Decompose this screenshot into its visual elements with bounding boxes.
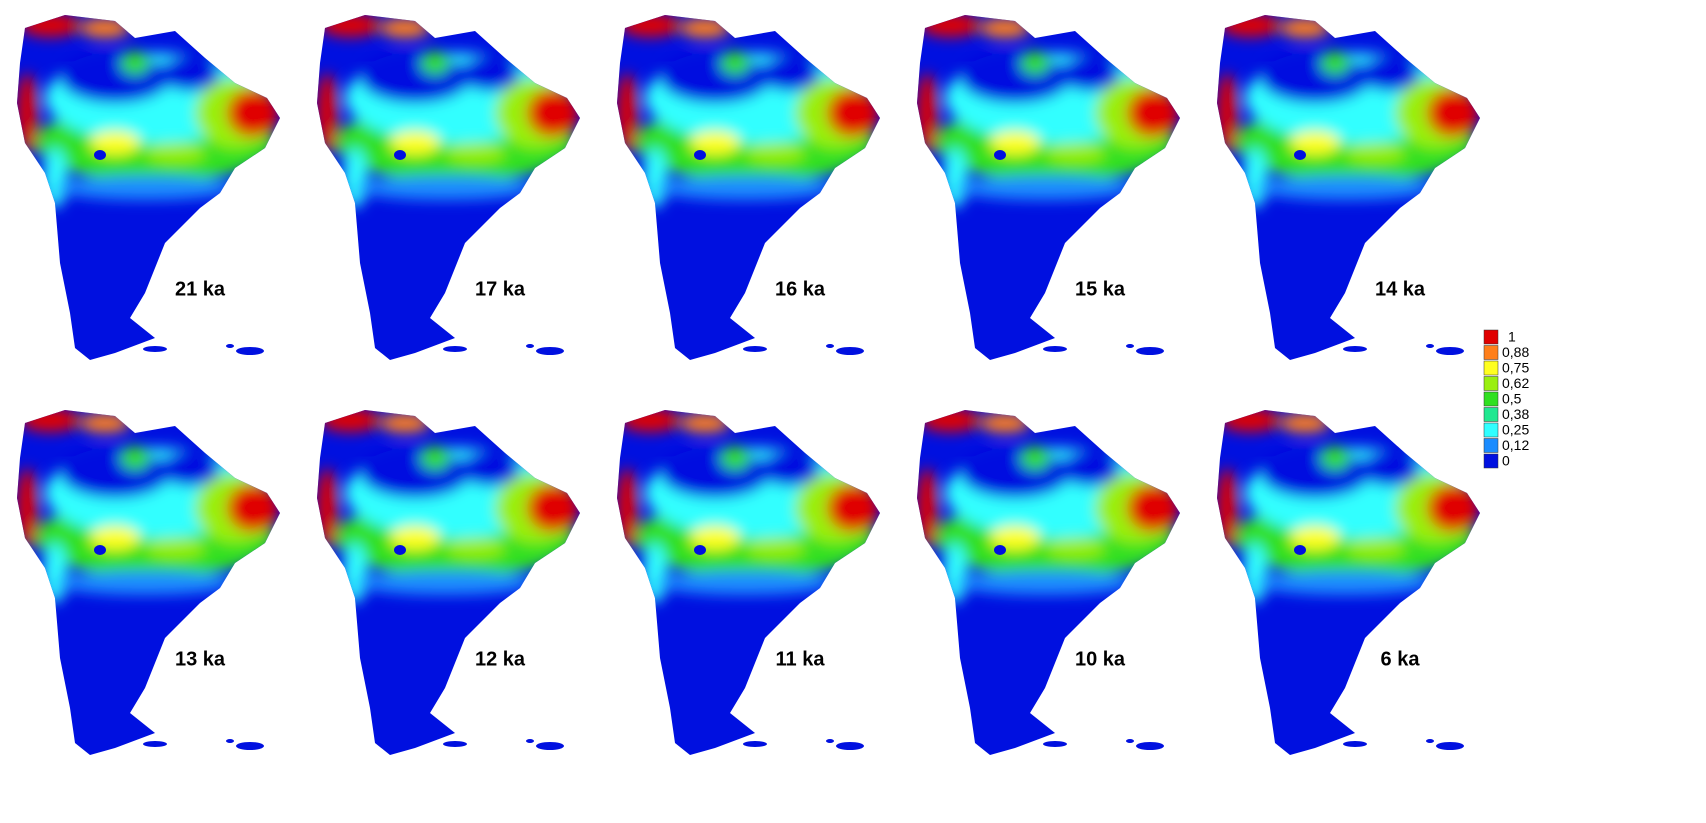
map-panel: 16 ka [605,3,905,363]
legend-label: 0,75 [1502,360,1529,376]
map-panel: 14 ka [1205,3,1505,363]
period-label: 16 ka [775,278,826,300]
legend-swatch [1484,377,1498,391]
map [305,3,605,363]
map-panel: 12 ka [305,398,605,758]
legend-swatch [1484,361,1498,375]
period-label: 11 ka [776,648,826,670]
map-panel: 10 ka [905,398,1205,758]
period-label: 10 ka [1075,648,1126,670]
map [1205,3,1505,363]
period-label: 13 ka [175,648,226,670]
map [605,398,905,758]
map [905,3,1205,363]
legend-label: 1 [1508,329,1516,345]
map [305,398,605,758]
period-label: 21 ka [175,278,226,300]
legend-swatch [1484,439,1498,453]
period-label: 6 ka [1381,648,1421,670]
legend-label: 0,25 [1502,422,1529,438]
legend-label: 0,62 [1502,375,1529,391]
map-panels: 21 ka 17 ka 16 ka 15 ka 14 ka 13 ka 12 ka 11 ka… [5,3,1505,758]
legend-swatch [1484,423,1498,437]
legend: 10,880,750,620,50,380,250,120 [1484,329,1529,469]
legend-label: 0 [1502,453,1510,469]
legend-swatch [1484,392,1498,406]
map [1205,398,1505,758]
legend-swatch [1484,454,1498,468]
map-panel: 11 ka [605,398,905,758]
legend-label: 0,38 [1502,406,1529,422]
map-panel: 21 ka [5,3,305,363]
legend-label: 0,5 [1502,391,1522,407]
map [605,3,905,363]
period-label: 17 ka [475,278,526,300]
legend-swatch [1484,346,1498,360]
period-label: 12 ka [475,648,526,670]
period-label: 14 ka [1375,278,1426,300]
legend-label: 0,12 [1502,437,1529,453]
map-panel: 15 ka [905,3,1205,363]
legend-swatch [1484,408,1498,422]
legend-swatch [1484,330,1498,344]
map [5,3,305,363]
map-panel: 13 ka [5,398,305,758]
figure: 21 ka17 ka16 ka15 ka14 ka13 ka12 ka11 ka… [0,0,1706,823]
period-label: 15 ka [1075,278,1126,300]
map [905,398,1205,758]
map-panel: 17 ka [305,3,605,363]
map [5,398,305,758]
legend-label: 0,88 [1502,344,1529,360]
map-panel: 6 ka [1205,398,1505,758]
